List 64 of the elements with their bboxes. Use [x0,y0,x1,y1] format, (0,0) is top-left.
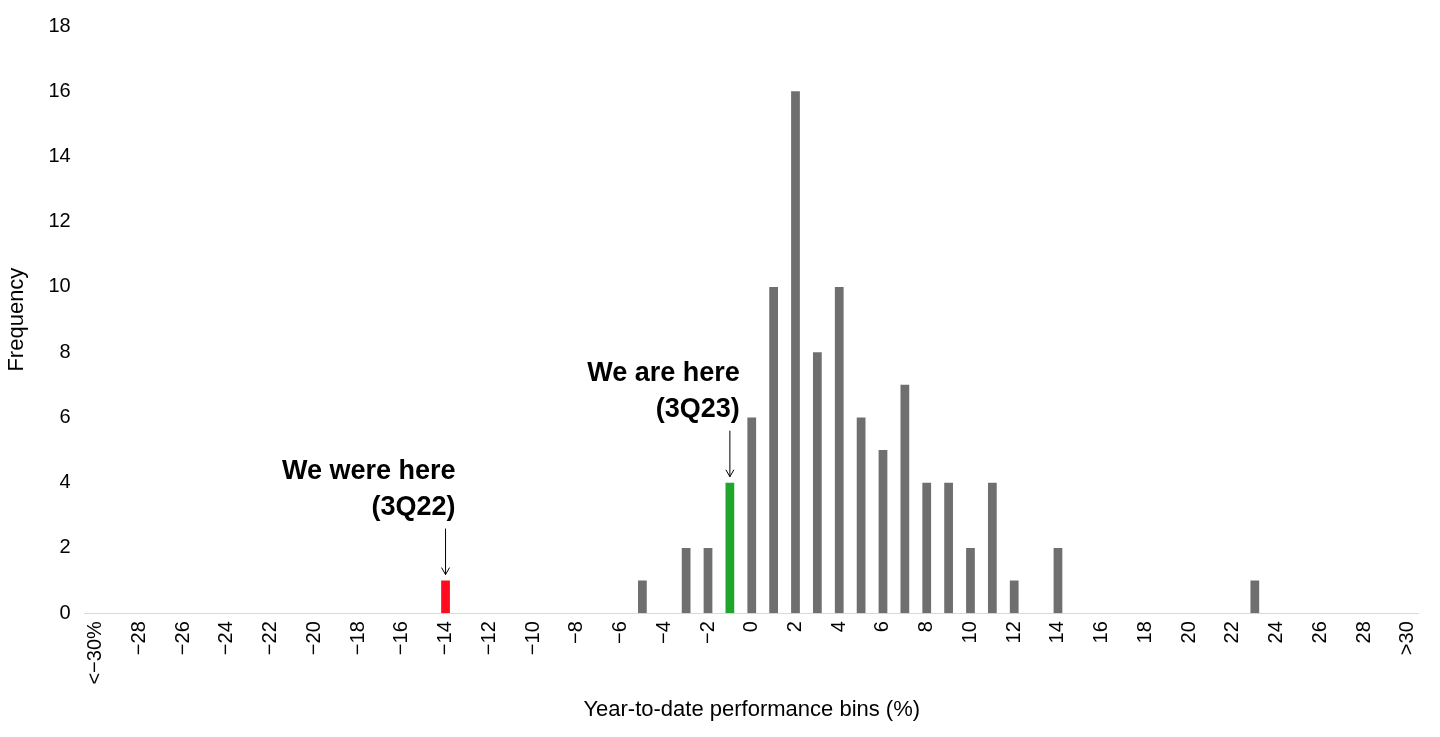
y-tick-label: 8 [59,339,71,362]
x-tick-label: −2 [695,621,718,645]
x-tick-label: 10 [957,621,980,644]
x-axis-title: Year-to-date performance bins (%) [583,695,921,721]
x-tick-label: 8 [914,621,937,633]
x-tick-label: 12 [1001,621,1024,644]
x-tick-label: 4 [826,621,849,633]
x-tick-label: −18 [345,621,368,656]
bar [681,547,691,614]
bar [1053,547,1063,614]
bar [900,384,910,614]
x-tick-label: 20 [1176,621,1199,644]
y-tick-label: 10 [48,274,71,297]
y-tick-label: 14 [48,144,71,167]
x-tick-label: 26 [1307,621,1330,644]
x-tick-label: <−30% [83,621,106,685]
x-tick-label: −14 [433,621,456,656]
x-tick-label: −12 [476,621,499,656]
bar [1009,580,1019,614]
x-tick-label: −10 [520,621,543,656]
y-axis-title: Frequency [3,267,29,372]
y-tick-label: 4 [59,470,71,493]
x-tick-label: 6 [870,621,893,633]
x-tick-label: 0 [739,621,762,633]
bar [966,547,975,614]
x-tick-label: −16 [389,621,412,656]
bar [703,547,713,614]
annotation: We were here (3Q22) [281,454,456,521]
x-tick-label: 22 [1220,621,1243,644]
y-tick-label: 16 [48,78,71,101]
bar [1250,580,1260,614]
y-tick-label: 18 [48,13,71,36]
x-tick-label: >30 [1395,621,1418,656]
bar [812,352,822,614]
bar [441,580,450,614]
x-tick-label: 16 [1089,621,1112,644]
bar [878,450,888,614]
x-tick-label: −24 [214,621,237,656]
x-tick-label: −6 [608,621,631,645]
y-tick-label: 12 [48,209,71,232]
bar [856,417,866,614]
x-tick-label: −20 [301,621,324,656]
bar [747,417,757,614]
bar [987,482,997,614]
x-tick-label: −22 [258,621,281,656]
bar [769,286,778,614]
bar [791,91,800,614]
y-tick-label: 6 [59,404,71,427]
x-tick-label: −4 [651,621,674,645]
y-tick-label: 2 [59,535,71,558]
x-tick-label: −28 [126,621,149,656]
bar [834,286,844,614]
x-tick-label: −26 [170,621,193,656]
x-tick-label: 18 [1132,621,1155,644]
bar [638,580,647,614]
bar [944,482,953,614]
x-tick-label: −8 [564,621,587,645]
x-tick-label: 14 [1045,621,1068,644]
x-tick-label: 28 [1351,621,1374,644]
annotation: We are here (3Q23) [587,356,740,423]
x-tick-label: 24 [1264,621,1287,644]
x-tick-label: 2 [783,621,806,633]
bar [725,482,735,614]
bar [922,482,932,614]
